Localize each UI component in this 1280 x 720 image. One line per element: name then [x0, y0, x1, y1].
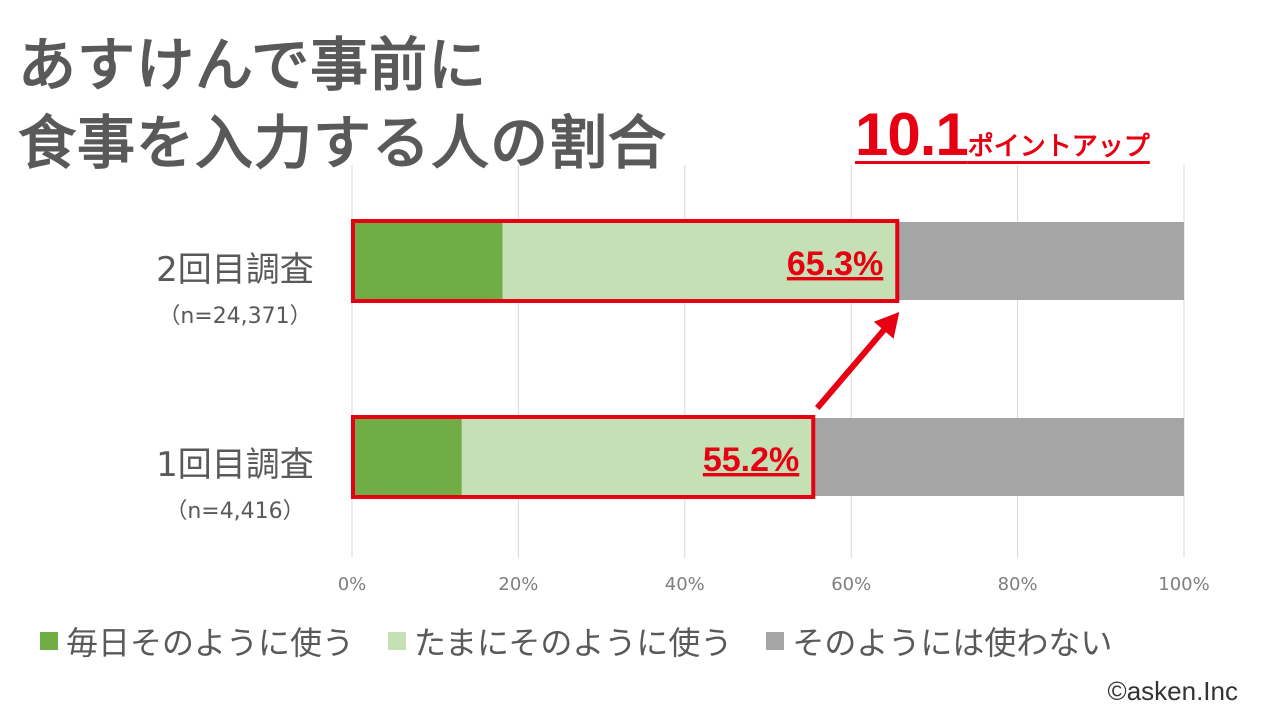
- chart-title-line1: あすけんで事前に: [18, 31, 488, 99]
- legend-swatch-never: [766, 632, 785, 650]
- increase-text: ポイントアップ: [967, 132, 1150, 162]
- legend-label-daily: 毎日そのように使う: [66, 624, 355, 662]
- legend-swatch-daily: [40, 632, 58, 650]
- bar-segment: [461, 418, 812, 496]
- category-n-second-survey: （n=24,371）: [158, 304, 312, 329]
- increase-arrow-head: [873, 312, 900, 339]
- increase-arrow-shaft: [814, 324, 890, 410]
- x-tick-label: 20%: [498, 574, 538, 595]
- category-n-first-survey: （n=4,416）: [165, 499, 305, 524]
- x-tick-label: 80%: [998, 574, 1038, 595]
- legend-item-sometimes: たまにそのように使う: [388, 618, 732, 664]
- bar-segment: [895, 222, 1184, 300]
- bar-segment: [502, 222, 896, 300]
- legend-item-daily: 毎日そのように使う: [40, 618, 354, 664]
- increase-value: 10.1: [855, 101, 969, 168]
- copyright: ©asken.Inc: [1107, 676, 1238, 706]
- chart-title-line2: 食事を入力する人の割合: [18, 109, 668, 177]
- bar-segment: [811, 418, 1184, 496]
- increase-callout: 10.1ポイントアップ: [855, 100, 1150, 169]
- x-tick-label: 0%: [338, 574, 367, 595]
- bar-segment: [352, 418, 462, 496]
- x-tick-label: 60%: [831, 574, 871, 595]
- category-label-first-survey: 1回目調査: [156, 445, 314, 485]
- highlight-box: [351, 219, 900, 303]
- data-label: 55.2%: [703, 441, 799, 479]
- legend-label-sometimes: たまにそのように使う: [414, 624, 733, 662]
- legend-swatch-sometimes: [388, 632, 407, 650]
- category-label-second-survey: 2回目調査: [156, 250, 314, 290]
- highlight-box: [351, 415, 816, 499]
- bar-segment: [352, 222, 503, 300]
- data-label: 65.3%: [787, 245, 883, 283]
- legend-label-never: そのようには使わない: [792, 624, 1113, 662]
- x-tick-label: 40%: [665, 574, 705, 595]
- legend-item-never: そのようには使わない: [766, 618, 1112, 664]
- legend: 毎日そのように使う たまにそのように使う そのようには使わない: [40, 618, 1112, 664]
- x-tick-label: 100%: [1158, 574, 1209, 595]
